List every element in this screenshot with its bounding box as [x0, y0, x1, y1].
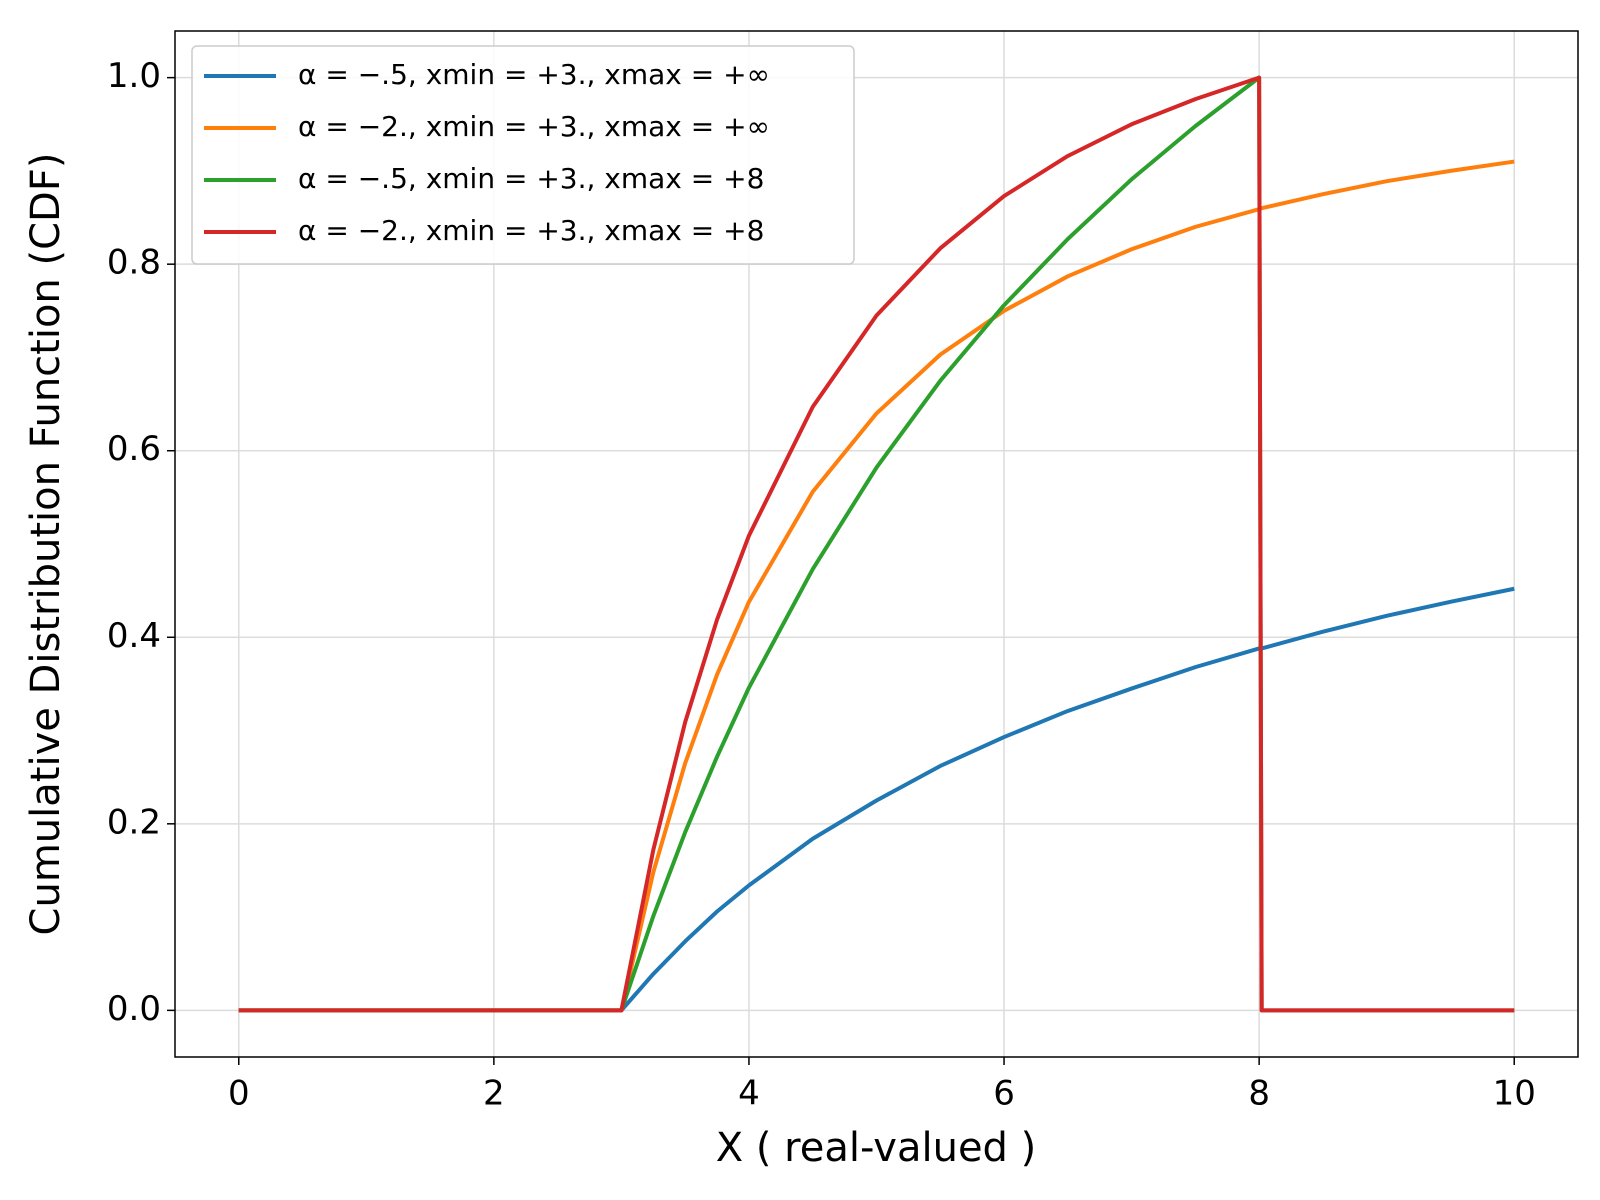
y-tick-label: 0.4	[107, 616, 161, 656]
x-axis-label: X ( real-valued )	[716, 1125, 1037, 1171]
x-tick-label: 4	[738, 1074, 760, 1114]
y-tick-label: 0.0	[107, 989, 161, 1029]
y-axis-label: Cumulative Distribution Function (CDF)	[23, 153, 69, 936]
series-line	[238, 75, 1515, 1013]
x-tick-label: 0	[228, 1074, 250, 1114]
legend-label: α = −.5, xmin = +3., xmax = +∞	[298, 58, 770, 91]
plot-frame	[174, 30, 1579, 1058]
legend: α = −.5, xmin = +3., xmax = +∞ α = −2., x…	[191, 45, 855, 265]
y-tick-label: 1.0	[107, 56, 161, 96]
legend-label: α = −2., xmin = +3., xmax = +8	[298, 214, 764, 247]
x-tick-label: 6	[993, 1074, 1015, 1114]
legend-label: α = −.5, xmin = +3., xmax = +8	[298, 162, 764, 195]
x-tick-label: 2	[483, 1074, 505, 1114]
series-line	[238, 586, 1515, 1013]
series-line	[238, 159, 1515, 1013]
y-tick-label: 0.2	[107, 802, 161, 842]
y-tick-label: 0.6	[107, 429, 161, 469]
x-tick-label: 10	[1493, 1074, 1536, 1114]
legend-box	[191, 45, 855, 265]
legend-label: α = −2., xmin = +3., xmax = +∞	[298, 110, 770, 143]
y-tick-label: 0.8	[107, 243, 161, 283]
x-tick-label: 8	[1248, 1074, 1270, 1114]
